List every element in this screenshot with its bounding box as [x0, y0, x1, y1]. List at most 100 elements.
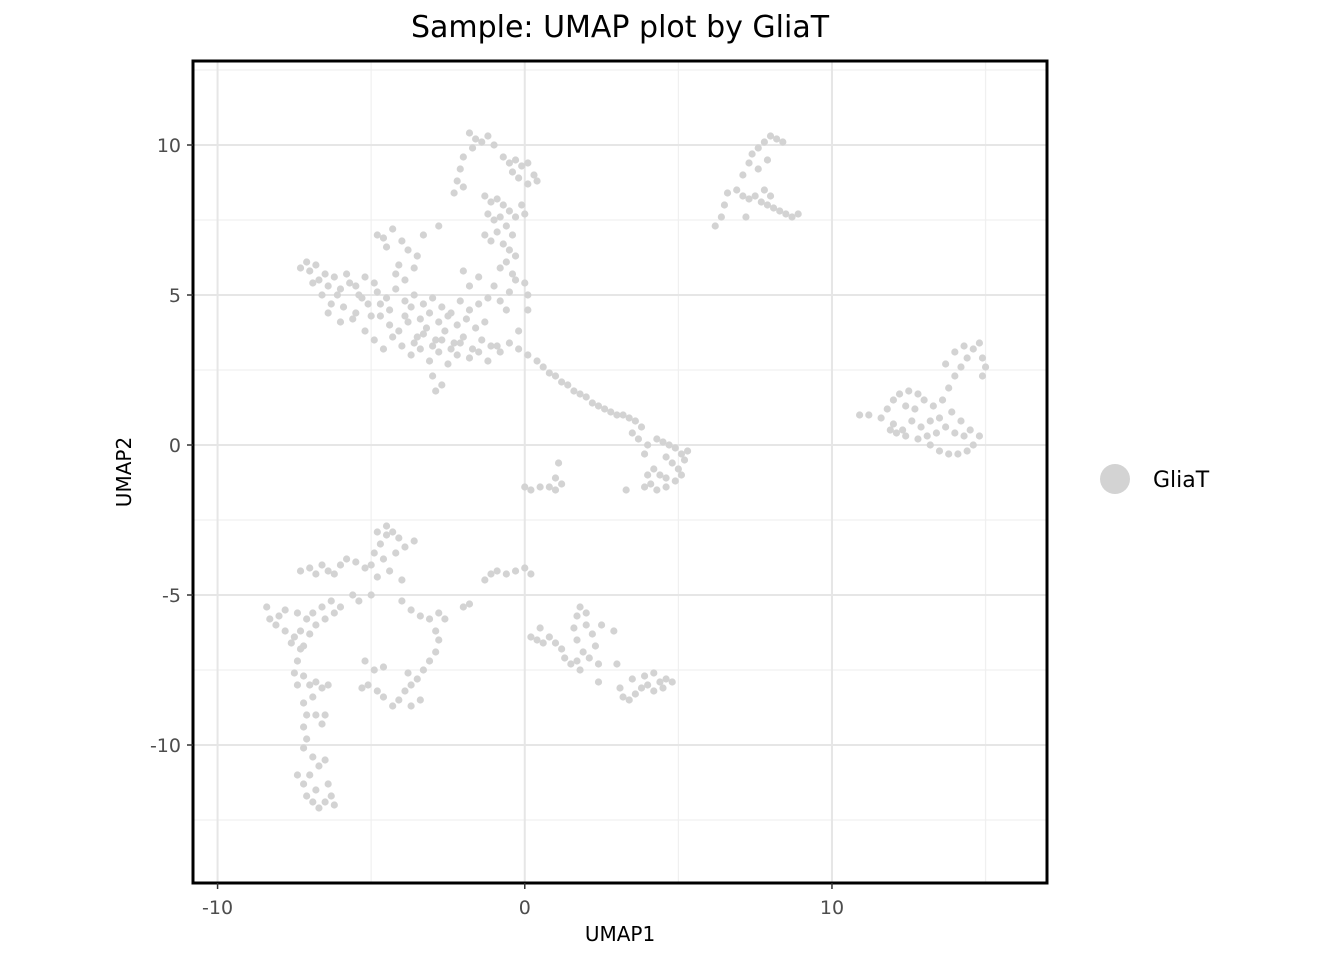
data-point: [425, 615, 434, 623]
data-point: [518, 201, 526, 209]
data-point: [398, 342, 406, 350]
data-point: [942, 360, 950, 368]
data-point: [895, 390, 904, 398]
data-point: [745, 159, 753, 167]
data-point: [533, 357, 541, 365]
data-point: [413, 675, 421, 683]
data-point: [536, 483, 544, 491]
data-point: [465, 600, 474, 608]
data-point: [296, 645, 305, 653]
data-point: [429, 372, 437, 380]
data-point: [570, 387, 578, 395]
data-point: [613, 660, 621, 668]
data-point: [398, 237, 406, 245]
data-point: [456, 339, 464, 347]
data-point: [438, 381, 446, 389]
data-point: [321, 270, 329, 278]
data-point: [416, 315, 424, 323]
data-point: [435, 609, 443, 617]
data-point: [355, 597, 363, 605]
data-point: [653, 435, 661, 443]
data-point: [376, 300, 384, 308]
data-point: [521, 564, 529, 572]
data-point: [493, 567, 501, 575]
data-point: [459, 267, 467, 275]
data-point: [398, 576, 406, 584]
data-point: [902, 402, 910, 410]
data-point: [419, 300, 427, 308]
data-point: [299, 780, 308, 788]
data-point: [788, 213, 796, 221]
data-point: [625, 414, 633, 422]
data-point: [376, 312, 384, 320]
data-point: [419, 231, 427, 239]
data-point: [640, 672, 649, 680]
data-point: [419, 330, 427, 338]
data-point: [975, 339, 984, 347]
data-point: [425, 357, 434, 365]
y-tick-label: 10: [157, 135, 181, 157]
data-point: [754, 144, 762, 152]
data-point: [561, 654, 569, 662]
data-point: [677, 450, 686, 458]
data-point: [330, 609, 338, 617]
data-point: [303, 735, 311, 743]
data-point: [407, 606, 415, 614]
data-point: [588, 399, 596, 407]
data-point: [723, 189, 732, 197]
data-point: [671, 444, 679, 452]
data-point: [475, 273, 483, 281]
data-point: [352, 309, 360, 317]
data-point: [680, 456, 689, 464]
data-point: [296, 567, 305, 575]
data-point: [932, 429, 941, 437]
data-point: [493, 342, 501, 350]
data-point: [644, 471, 652, 479]
data-point: [373, 528, 381, 536]
data-point: [303, 258, 311, 266]
data-point: [395, 534, 403, 542]
data-point: [619, 693, 627, 701]
data-point: [413, 252, 421, 260]
data-point: [628, 429, 636, 437]
y-tick-label: 5: [169, 285, 181, 307]
data-point: [511, 567, 520, 575]
x-tick-label: 10: [820, 897, 844, 919]
data-point: [379, 693, 388, 701]
data-point: [742, 213, 750, 221]
data-point: [508, 231, 517, 239]
data-point: [717, 213, 725, 221]
data-point: [484, 132, 492, 140]
data-point: [647, 480, 655, 488]
data-point: [536, 624, 544, 632]
data-point: [293, 771, 302, 779]
data-point: [395, 327, 403, 335]
data-point: [370, 279, 378, 287]
data-point: [579, 648, 587, 656]
data-point: [309, 753, 317, 761]
data-point: [570, 624, 578, 632]
data-point: [299, 699, 308, 707]
data-point: [751, 192, 759, 200]
data-point: [739, 192, 747, 200]
data-point: [668, 678, 676, 686]
data-point: [926, 417, 934, 425]
data-point: [969, 441, 977, 449]
data-point: [401, 312, 409, 320]
data-point: [530, 171, 538, 179]
data-point: [299, 744, 308, 752]
data-point: [889, 396, 898, 404]
data-point: [386, 567, 394, 575]
data-point: [465, 306, 474, 314]
data-point: [794, 210, 802, 218]
data-point: [361, 564, 369, 572]
data-point: [558, 378, 566, 386]
data-point: [309, 279, 317, 287]
data-point: [490, 282, 498, 290]
grid-lines: [193, 61, 1047, 883]
data-point: [650, 687, 658, 695]
data-point: [435, 348, 443, 356]
data-point: [677, 471, 686, 479]
data-point: [508, 168, 517, 176]
data-point: [416, 696, 424, 704]
